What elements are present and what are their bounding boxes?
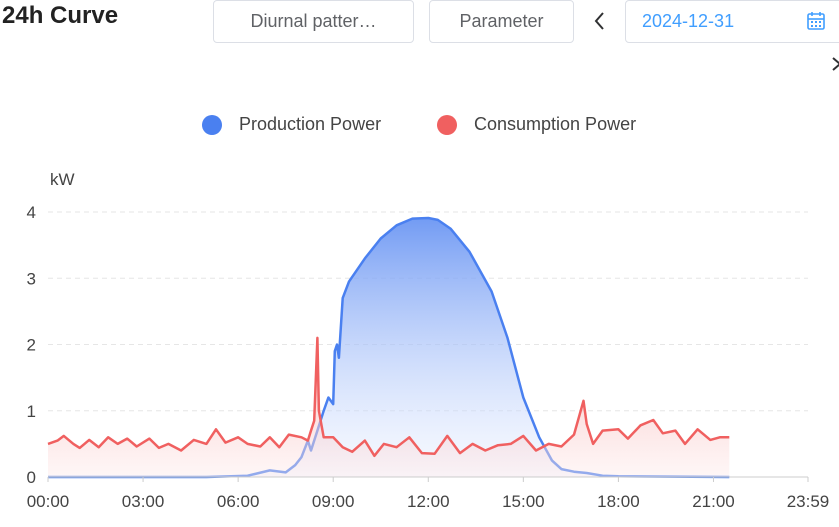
chevron-left-icon[interactable] [588, 6, 612, 36]
parameter-button[interactable]: Parameter [429, 0, 574, 43]
page-title: 24h Curve [2, 2, 119, 29]
x-tick-label: 12:00 [407, 492, 450, 511]
x-tick-label: 06:00 [217, 492, 260, 511]
legend-marker-consumption-power [437, 115, 457, 135]
y-tick-label: 1 [27, 402, 36, 421]
pattern-select[interactable]: Diurnal patter… [213, 0, 414, 43]
pattern-select-label: Diurnal patter… [250, 11, 377, 31]
date-picker[interactable]: 2024-12-31 [625, 0, 839, 43]
y-tick-label: 2 [27, 336, 36, 355]
x-tick-label: 00:00 [27, 492, 70, 511]
calendar-icon[interactable] [806, 10, 826, 32]
legend-label-consumption-power: Consumption Power [474, 114, 636, 134]
x-tick-label: 03:00 [122, 492, 165, 511]
x-tick-label: 23:59 [787, 492, 830, 511]
production-power-line [48, 216, 730, 479]
y-tick-label: 4 [27, 203, 36, 222]
chevron-right-icon[interactable] [829, 54, 839, 74]
x-tick-label: 18:00 [597, 492, 640, 511]
consumption-power-line [47, 336, 730, 458]
x-tick-label: 15:00 [502, 492, 545, 511]
legend-marker-production-power [202, 115, 222, 135]
y-tick-label: 3 [27, 269, 36, 288]
y-axis-unit: kW [50, 170, 75, 189]
y-tick-label: 0 [27, 468, 36, 487]
x-tick-label: 21:00 [692, 492, 735, 511]
production-power-area [48, 218, 730, 477]
consumption-power-area [48, 337, 730, 477]
date-value: 2024-12-31 [642, 11, 735, 31]
parameter-button-label: Parameter [459, 11, 544, 31]
legend-label-production-power: Production Power [239, 114, 381, 134]
x-tick-label: 09:00 [312, 492, 355, 511]
